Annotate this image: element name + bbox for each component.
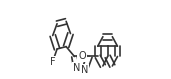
Text: F: F (50, 57, 56, 67)
Text: O: O (78, 52, 86, 61)
Text: N: N (81, 65, 88, 74)
Text: N: N (73, 63, 80, 73)
